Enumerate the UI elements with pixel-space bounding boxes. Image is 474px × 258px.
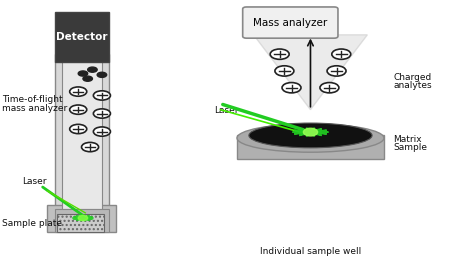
- Circle shape: [303, 128, 318, 136]
- Polygon shape: [73, 215, 93, 221]
- Text: Individual sample well: Individual sample well: [260, 247, 361, 256]
- Ellipse shape: [237, 124, 384, 152]
- Text: Laser: Laser: [214, 107, 239, 115]
- Circle shape: [88, 67, 97, 72]
- Circle shape: [332, 49, 351, 59]
- Bar: [55, 209, 109, 232]
- Circle shape: [78, 71, 88, 76]
- Ellipse shape: [249, 123, 372, 148]
- Circle shape: [93, 109, 110, 118]
- Circle shape: [70, 105, 87, 114]
- Text: Time-of-flight: Time-of-flight: [2, 95, 63, 104]
- Circle shape: [97, 72, 107, 77]
- Circle shape: [93, 91, 110, 100]
- Circle shape: [82, 142, 99, 152]
- Bar: [57, 214, 104, 232]
- Text: Charged: Charged: [393, 73, 432, 82]
- Text: Laser: Laser: [22, 177, 46, 186]
- Text: mass analyzer: mass analyzer: [2, 104, 68, 113]
- Bar: [62, 59, 102, 209]
- Circle shape: [270, 49, 289, 59]
- Circle shape: [70, 124, 87, 134]
- Circle shape: [282, 83, 301, 93]
- Bar: [237, 135, 384, 159]
- Text: Sample plate: Sample plate: [2, 219, 63, 228]
- Polygon shape: [254, 35, 367, 110]
- Circle shape: [93, 127, 110, 136]
- Bar: [47, 205, 116, 232]
- Text: analytes: analytes: [393, 81, 432, 90]
- Circle shape: [78, 215, 88, 221]
- Polygon shape: [292, 128, 328, 136]
- Bar: [55, 54, 109, 209]
- Circle shape: [275, 66, 294, 76]
- Circle shape: [83, 76, 92, 81]
- Text: Matrix: Matrix: [393, 135, 422, 144]
- Text: Detector: Detector: [56, 32, 108, 42]
- FancyBboxPatch shape: [243, 7, 338, 38]
- Circle shape: [320, 83, 339, 93]
- Bar: [55, 12, 109, 62]
- Text: Mass analyzer: Mass analyzer: [253, 18, 328, 28]
- Text: Sample: Sample: [393, 143, 428, 152]
- Circle shape: [70, 87, 87, 96]
- Circle shape: [327, 66, 346, 76]
